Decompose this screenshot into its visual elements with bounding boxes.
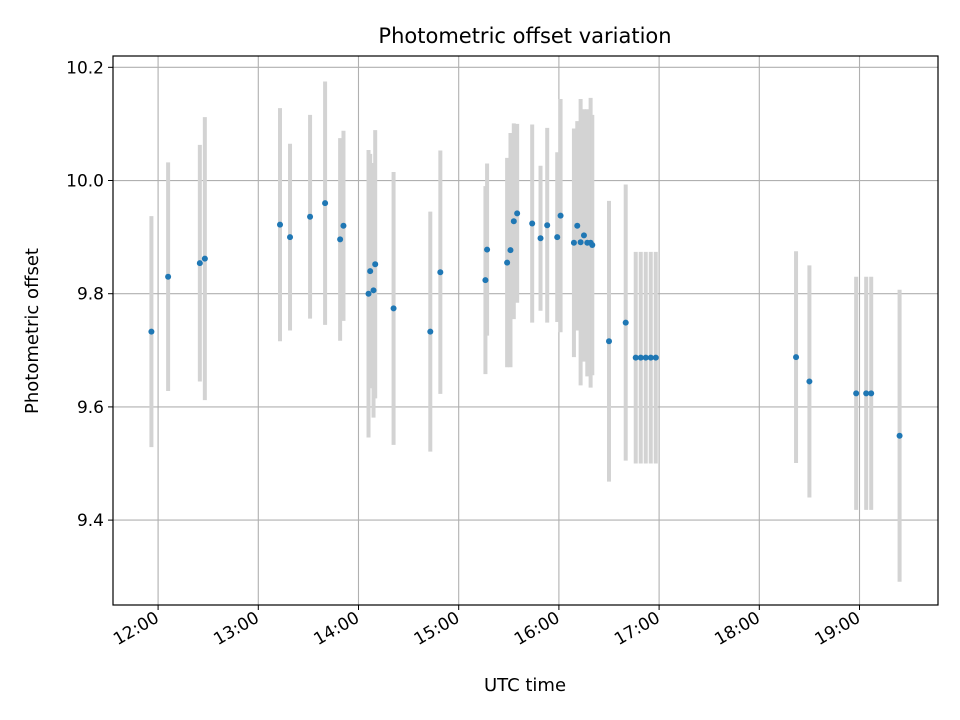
- data-point: [437, 269, 444, 276]
- y-tick-label: 10.0: [66, 172, 104, 192]
- data-point: [589, 242, 596, 249]
- y-tick-label: 9.8: [77, 285, 104, 305]
- data-point: [484, 246, 491, 253]
- data-point: [529, 220, 536, 227]
- data-point: [482, 277, 489, 284]
- data-point: [537, 235, 544, 242]
- data-point: [340, 222, 347, 229]
- data-point: [642, 354, 649, 361]
- y-tick-label: 9.4: [77, 511, 104, 531]
- data-point: [580, 232, 587, 239]
- data-point: [570, 239, 577, 246]
- data-point: [622, 319, 629, 326]
- data-point: [372, 261, 379, 268]
- grid: [113, 56, 938, 605]
- data-point: [863, 390, 870, 397]
- data-point: [606, 338, 613, 345]
- data-point: [632, 354, 639, 361]
- data-point: [793, 354, 800, 361]
- data-point: [637, 354, 644, 361]
- data-point: [165, 273, 172, 280]
- data-point: [554, 234, 561, 241]
- data-point: [337, 236, 344, 243]
- data-point: [390, 305, 397, 312]
- data-point: [652, 354, 659, 361]
- data-point: [544, 222, 551, 229]
- data-point: [806, 378, 813, 385]
- data-point: [322, 200, 329, 207]
- y-tick-label: 10.2: [66, 58, 104, 78]
- data-point: [370, 287, 377, 294]
- data-point: [504, 259, 511, 266]
- data-point: [574, 222, 581, 229]
- chart-title: Photometric offset variation: [378, 24, 671, 48]
- data-point: [201, 255, 208, 262]
- data-point: [514, 210, 521, 217]
- y-axis-title: Photometric offset: [22, 248, 43, 414]
- data-point: [427, 328, 434, 335]
- data-point: [510, 218, 517, 225]
- data-point: [868, 390, 875, 397]
- data-point: [196, 260, 203, 267]
- plot-frame: [112, 55, 939, 606]
- data-point: [277, 221, 284, 228]
- data-point: [647, 354, 654, 361]
- data-point: [307, 213, 314, 220]
- data-point: [507, 247, 514, 254]
- data-point: [287, 234, 294, 241]
- data-points: [148, 200, 903, 439]
- data-point: [367, 268, 374, 275]
- data-point: [896, 432, 903, 439]
- data-point: [577, 239, 584, 246]
- data-point: [853, 390, 860, 397]
- data-point: [365, 290, 372, 297]
- data-point: [148, 328, 155, 335]
- x-axis-title: UTC time: [484, 675, 566, 696]
- data-point: [557, 212, 564, 219]
- y-tick-label: 9.6: [77, 398, 104, 418]
- y-axis: 9.4 9.6 9.8 10.0 10.2: [66, 58, 113, 531]
